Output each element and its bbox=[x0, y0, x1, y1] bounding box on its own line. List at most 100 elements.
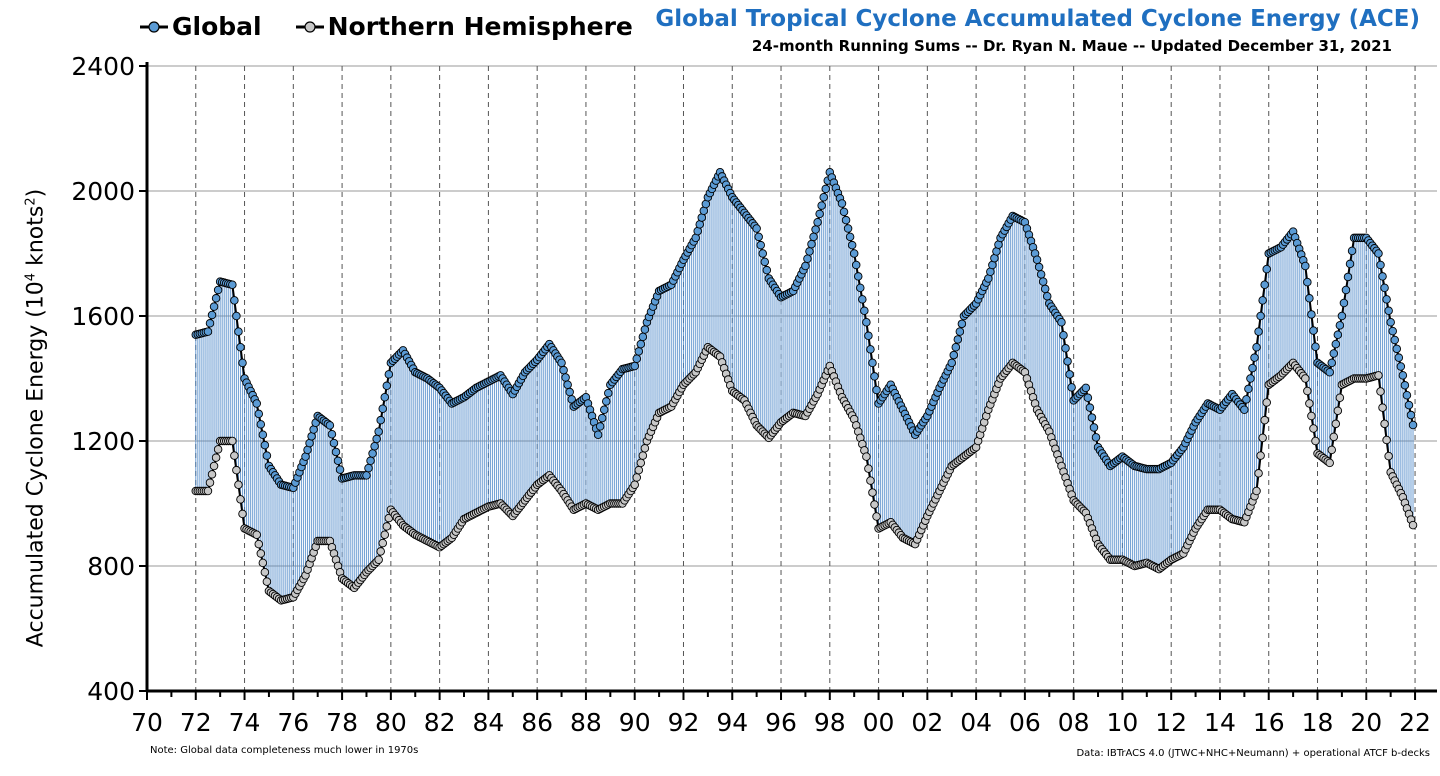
data-point-global bbox=[1258, 296, 1267, 305]
data-point-global bbox=[380, 393, 390, 402]
x-tick-label: 06 bbox=[1009, 708, 1041, 737]
x-tick-label: 78 bbox=[326, 708, 358, 737]
data-point-nh bbox=[1378, 403, 1387, 412]
data-point-global bbox=[1386, 318, 1395, 327]
data-point-global bbox=[1034, 262, 1044, 272]
data-point-nh bbox=[207, 470, 217, 479]
data-point-global bbox=[760, 257, 770, 267]
data-point-global bbox=[1376, 260, 1385, 270]
data-point-global bbox=[1307, 310, 1316, 319]
legend-label-global: Global bbox=[172, 12, 262, 41]
data-point-global bbox=[1345, 259, 1355, 269]
axes bbox=[139, 62, 1437, 700]
data-point-nh bbox=[378, 538, 387, 548]
data-point-global bbox=[858, 295, 867, 304]
x-tick-label: 96 bbox=[765, 708, 797, 737]
x-tick-label: 72 bbox=[180, 708, 212, 737]
data-point-global bbox=[1240, 405, 1249, 415]
data-point-global bbox=[1260, 280, 1269, 290]
data-point-global bbox=[1394, 353, 1404, 362]
legend-swatch-global bbox=[140, 20, 168, 33]
data-point-global bbox=[364, 463, 373, 473]
data-point-nh bbox=[256, 549, 266, 558]
data-point-global bbox=[561, 373, 570, 382]
x-tick-label: 92 bbox=[668, 708, 700, 737]
data-point-global bbox=[843, 224, 853, 233]
data-point-global bbox=[1087, 413, 1097, 422]
x-tick-label: 20 bbox=[1350, 708, 1382, 737]
data-point-global bbox=[230, 296, 239, 305]
data-point-global bbox=[1063, 357, 1072, 366]
data-point-global bbox=[1311, 342, 1320, 351]
data-point-global bbox=[819, 192, 828, 202]
note-text: Note: Global data completeness much lowe… bbox=[150, 745, 419, 756]
data-point-global bbox=[862, 318, 871, 327]
x-tick-label: 86 bbox=[521, 708, 553, 737]
x-tick-label: 08 bbox=[1058, 708, 1090, 737]
data-point-global bbox=[1406, 410, 1416, 420]
legend: Global Northern Hemisphere bbox=[140, 12, 633, 41]
data-point-nh bbox=[1303, 386, 1312, 396]
data-point-global bbox=[866, 345, 875, 354]
data-point-nh bbox=[1258, 433, 1267, 443]
data-point-global bbox=[205, 319, 215, 328]
data-point-global bbox=[632, 354, 641, 363]
data-point-global bbox=[1057, 318, 1066, 327]
data-point-global bbox=[1400, 381, 1410, 390]
x-tick-label: 84 bbox=[472, 708, 504, 737]
data-point-global bbox=[597, 413, 607, 423]
data-point-global bbox=[595, 422, 605, 431]
data-point-global bbox=[1384, 306, 1393, 316]
data-point-global bbox=[209, 302, 219, 311]
data-point-global bbox=[955, 327, 965, 336]
data-point-global bbox=[762, 265, 772, 275]
data-point-global bbox=[1242, 395, 1251, 404]
chart-subtitle: 24-month Running Sums -- Dr. Ryan N. Mau… bbox=[751, 37, 1392, 55]
data-point-global bbox=[236, 343, 245, 352]
data-point-global bbox=[801, 261, 810, 271]
data-point-global bbox=[1408, 420, 1418, 430]
data-point-global bbox=[327, 429, 337, 439]
source-text: Data: IBTrACS 4.0 (JTWC+NHC+Neumann) + o… bbox=[1076, 748, 1430, 759]
data-point-nh bbox=[868, 488, 877, 497]
data-point-global bbox=[372, 434, 381, 444]
data-point-nh bbox=[1305, 399, 1314, 408]
legend-swatch-nh bbox=[295, 20, 324, 33]
data-point-global bbox=[860, 306, 869, 316]
y-axis-label-sup2: 2 bbox=[23, 197, 39, 206]
data-point-global bbox=[872, 385, 881, 395]
data-point-global bbox=[1262, 264, 1271, 274]
data-point-global bbox=[382, 381, 392, 391]
x-tick-label: 22 bbox=[1399, 708, 1431, 737]
data-point-global bbox=[335, 465, 345, 474]
data-point-global bbox=[1301, 261, 1310, 271]
data-point-nh bbox=[632, 473, 641, 482]
y-tick-label: 1600 bbox=[71, 302, 135, 331]
legend-label-nh: Northern Hemisphere bbox=[327, 12, 633, 41]
data-point-global bbox=[1347, 246, 1357, 256]
data-point-nh bbox=[636, 458, 646, 468]
data-point-nh bbox=[380, 530, 390, 540]
data-point-global bbox=[1402, 390, 1412, 400]
y-tick-label: 800 bbox=[87, 552, 135, 581]
data-point-nh bbox=[640, 444, 650, 453]
data-point-global bbox=[1089, 423, 1099, 432]
data-point-global bbox=[252, 399, 261, 408]
data-point-global bbox=[1341, 285, 1351, 295]
y-axis-label-unit: knots bbox=[23, 205, 49, 273]
data-point-global bbox=[1390, 335, 1399, 345]
data-point-nh bbox=[634, 465, 644, 475]
data-point-global bbox=[1378, 272, 1387, 281]
data-point-nh bbox=[1256, 451, 1265, 460]
legend-item-nh: Northern Hemisphere bbox=[295, 12, 633, 41]
data-point-global bbox=[238, 358, 247, 368]
data-point-global bbox=[853, 272, 863, 281]
data-point-nh bbox=[213, 445, 223, 454]
data-point-global bbox=[1059, 331, 1068, 340]
data-point-global bbox=[837, 199, 847, 208]
data-point-global bbox=[325, 421, 335, 430]
data-point-nh bbox=[862, 452, 871, 461]
data-point-nh bbox=[1333, 406, 1343, 416]
data-point-global bbox=[232, 311, 241, 321]
